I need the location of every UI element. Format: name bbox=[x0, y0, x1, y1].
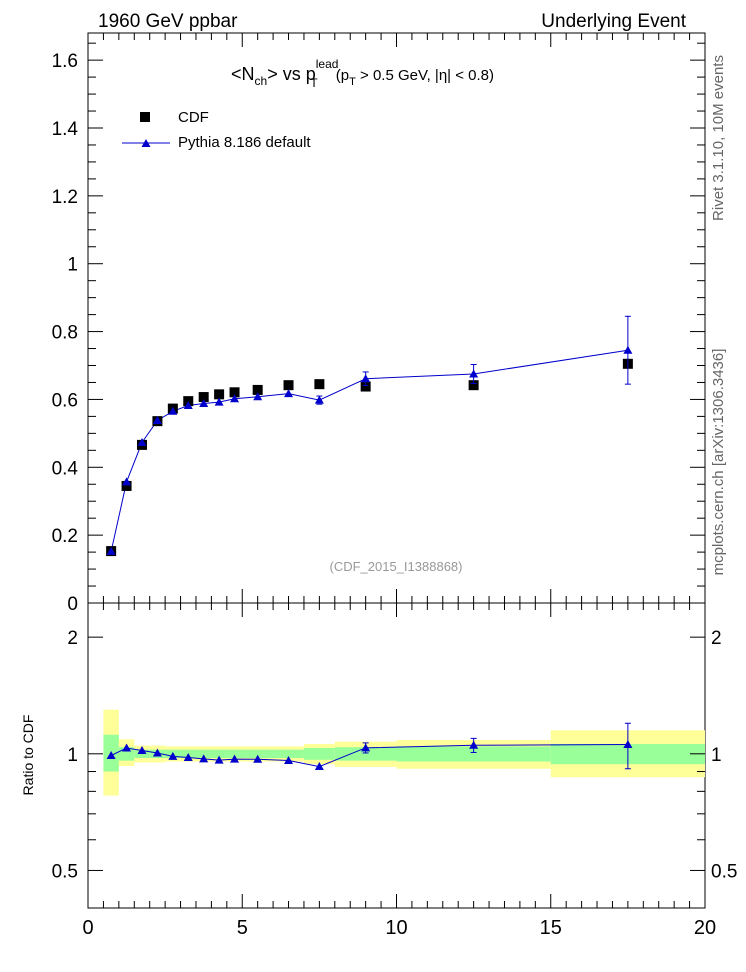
analysis-tag: (CDF_2015_I1388868) bbox=[330, 559, 463, 574]
main-axis-ticks: 0 0.2 0.4 0.6 0.8 1 1.2 1.4 1.6 bbox=[52, 42, 705, 615]
pythia-data-point bbox=[137, 438, 147, 447]
legend-marker-cdf bbox=[140, 112, 150, 122]
x-tick-label: 0 bbox=[82, 917, 93, 939]
ratio-y-tick-label: 0.5 bbox=[52, 861, 78, 882]
ratio-data-point bbox=[253, 754, 263, 763]
cdf-data-point bbox=[314, 379, 325, 390]
ratio-data-point bbox=[623, 739, 633, 748]
ratio-data-point bbox=[122, 743, 132, 752]
ratio-data-point bbox=[214, 755, 224, 764]
rivet-version-label: Rivet 3.1.10, 10M events bbox=[710, 55, 727, 221]
energy-label: 1960 GeV ppbar bbox=[98, 11, 238, 32]
ratio-data-point bbox=[106, 750, 116, 759]
cdf-data-point bbox=[360, 381, 371, 392]
band-inner bbox=[165, 749, 304, 759]
pythia-data-point bbox=[199, 399, 209, 407]
cdf-data-point bbox=[283, 380, 294, 391]
pythia-data-point bbox=[469, 369, 479, 378]
pythia-data-point bbox=[284, 389, 294, 398]
ratio-data-point bbox=[469, 740, 479, 749]
legend-label-cdf: CDF bbox=[178, 109, 209, 126]
cdf-data-point bbox=[468, 380, 479, 391]
ratio-data-point bbox=[168, 751, 178, 760]
pythia-data-point bbox=[183, 401, 193, 410]
band-inner bbox=[303, 748, 335, 760]
main-y-tick-label: 1.2 bbox=[52, 187, 78, 208]
ratio-y-tick-label-right: 2 bbox=[711, 628, 722, 649]
main-y-tick-label: 0 bbox=[67, 594, 78, 615]
ratio-data-point bbox=[361, 743, 371, 752]
ratio-y-tick-label: 2 bbox=[67, 628, 78, 649]
ratio-y-tick-label: 1 bbox=[67, 745, 78, 766]
cdf-data-point bbox=[229, 387, 240, 398]
ratio-y-axis-label: Ratio to CDF bbox=[20, 715, 36, 796]
ratio-y-tick-label-right: 0.5 bbox=[711, 861, 737, 882]
pythia-line bbox=[110, 349, 628, 552]
pythia-data-point bbox=[253, 392, 263, 401]
pythia-data-point bbox=[152, 415, 162, 424]
pythia-data-point bbox=[314, 395, 324, 404]
pythia-data-point bbox=[361, 374, 371, 383]
main-y-tick-label: 1.6 bbox=[52, 51, 78, 72]
cdf-data-point bbox=[198, 392, 209, 403]
ratio-data-point bbox=[199, 754, 209, 763]
legend-label-pythia: Pythia 8.186 default bbox=[178, 134, 311, 151]
process-label: Underlying Event bbox=[541, 11, 686, 32]
ratio-data-point bbox=[152, 748, 162, 757]
cdf-data-point bbox=[121, 480, 132, 491]
ratio-data-point bbox=[314, 762, 324, 771]
pythia-data-point bbox=[623, 345, 633, 354]
cdf-data-point bbox=[214, 389, 225, 400]
pythia-data-point bbox=[106, 546, 116, 555]
x-tick-label: 15 bbox=[540, 917, 562, 939]
cdf-data-point bbox=[252, 384, 263, 395]
x-tick-label: 20 bbox=[694, 917, 716, 939]
main-data-points bbox=[106, 315, 633, 557]
main-y-tick-label: 0.8 bbox=[52, 323, 78, 344]
ratio-data-point bbox=[137, 745, 147, 754]
ratio-data-point bbox=[230, 754, 240, 763]
ratio-y-tick-label-right: 1 bbox=[711, 745, 722, 766]
main-y-tick-label: 1.4 bbox=[52, 119, 79, 140]
ratio-data-point bbox=[284, 755, 294, 764]
pythia-data-point bbox=[230, 394, 240, 403]
x-axis-ticks: 0 5 10 15 20 bbox=[82, 33, 716, 939]
pythia-data-point bbox=[122, 477, 132, 486]
ratio-data-point bbox=[183, 753, 193, 762]
ratio-uncertainty-bands bbox=[103, 709, 705, 796]
main-y-tick-label: 0.6 bbox=[52, 390, 78, 411]
plot-title: <Nch> vs plead T (pT > 0.5 GeV, |η| < 0.8) bbox=[231, 57, 494, 90]
pythia-data-point bbox=[214, 397, 224, 406]
ratio-axis-ticks: 0.5 0.5 1 1 2 2 bbox=[52, 628, 738, 882]
legend-marker-pythia bbox=[141, 139, 151, 147]
pythia-data-point bbox=[168, 406, 178, 415]
main-y-tick-label: 1 bbox=[67, 255, 78, 276]
band-inner bbox=[396, 746, 551, 762]
main-y-tick-label: 0.4 bbox=[52, 458, 79, 479]
x-tick-label: 5 bbox=[237, 917, 248, 939]
band-inner bbox=[334, 747, 397, 761]
source-url-label: mcplots.cern.ch [arXiv:1306.3436] bbox=[710, 349, 727, 576]
main-y-tick-label: 0.2 bbox=[52, 526, 78, 547]
ratio-data-points bbox=[106, 722, 633, 771]
x-tick-label: 10 bbox=[385, 917, 407, 939]
